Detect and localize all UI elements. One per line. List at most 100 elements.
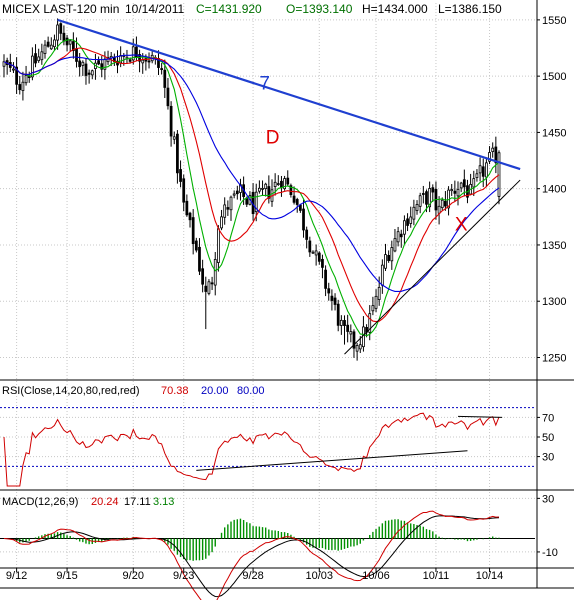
moving-average-line [3, 47, 500, 323]
candle-body [128, 59, 132, 62]
candle-body [182, 178, 186, 203]
annotation-label-d: D [266, 128, 280, 149]
candle-body [346, 324, 350, 332]
candle-body [324, 269, 327, 289]
date-tick-label: 9/12 [6, 570, 27, 582]
candle-body [292, 195, 296, 203]
candle-body [311, 251, 315, 254]
candle-body [314, 250, 318, 256]
candle-body [264, 183, 268, 189]
annotation-label-7: 7 [259, 74, 270, 95]
candle-body [349, 331, 353, 335]
date-tick-label: 9/20 [123, 570, 144, 582]
price-tick-label: 1500 [542, 71, 566, 83]
candle-body [453, 190, 457, 194]
candle-body [456, 188, 460, 197]
candle-body [355, 345, 359, 352]
candle-body [431, 187, 435, 193]
price-tick-label: 1350 [542, 240, 566, 252]
candle-body [421, 193, 425, 195]
candle-body [40, 51, 44, 61]
candle-body [179, 169, 182, 182]
candle-body [18, 84, 22, 91]
price-tick-label: 1550 [542, 15, 566, 27]
candle-body [497, 152, 501, 197]
price-tick-label: 1400 [542, 184, 566, 196]
price-tick-label: 1450 [542, 127, 566, 139]
macd-value: 20.24 [91, 496, 119, 508]
macd-tick-label: -10 [542, 547, 558, 559]
candle-body [286, 177, 290, 185]
price-panel: 7 D X [2, 18, 521, 361]
candle-body [317, 252, 321, 262]
candle-body [368, 313, 372, 333]
candle-body [273, 181, 277, 187]
macd-title: MACD(12,26,9) [2, 496, 78, 508]
candle-body [65, 37, 69, 46]
candle-body [380, 264, 384, 286]
candle-body [87, 72, 91, 75]
candle-body [81, 61, 85, 66]
annotation-label-x: X [455, 214, 468, 235]
candle-body [24, 74, 28, 84]
candle-body [267, 186, 271, 199]
candle-body [377, 286, 381, 300]
candle-body [462, 179, 466, 188]
candle-body [403, 220, 406, 235]
candle-body [387, 255, 391, 261]
rsi-trendline-low [196, 450, 468, 471]
rsi-trendline-high [458, 415, 503, 418]
date-tick-label: 10/14 [476, 570, 504, 582]
candle-body [472, 178, 476, 188]
rsi-tick-label: 50 [542, 432, 554, 444]
candle-body [97, 60, 100, 65]
candle-body [478, 165, 482, 174]
signal-value: 17.11 [124, 496, 151, 508]
candle-body [358, 344, 362, 350]
rsi-tick-label: 30 [542, 452, 554, 464]
candle-body [481, 166, 485, 177]
candle-body [321, 258, 324, 268]
candle-body [53, 39, 56, 48]
candle-body [56, 24, 59, 41]
candle-body [71, 41, 75, 52]
candle-body [289, 185, 293, 196]
candle-body [176, 133, 179, 174]
trendline-7 [57, 18, 521, 171]
date-tick-label: 9/15 [56, 570, 77, 582]
candle-body [327, 288, 331, 294]
rsi-line [3, 412, 500, 487]
candle-body [68, 40, 72, 45]
candle-body [204, 285, 208, 292]
candle-body [141, 59, 145, 64]
candle-body [308, 240, 312, 253]
histogram-value: 3.13 [153, 496, 174, 508]
candle-body [43, 44, 47, 54]
price-tick-label: 1300 [542, 296, 566, 308]
moving-average-line [3, 54, 500, 292]
candle-body [188, 212, 192, 221]
candle-body [235, 190, 239, 195]
candle-body [333, 297, 337, 305]
candle-body [374, 295, 378, 309]
header-open: O=1393.140 [286, 2, 353, 16]
macd-tick-label: 30 [542, 493, 554, 505]
candle-body [12, 68, 15, 71]
date-tick-label: 10/11 [423, 570, 450, 582]
candle-body [384, 254, 387, 269]
candle-body [2, 61, 6, 67]
candle-body [283, 178, 286, 190]
header-close: C=1431.920 [196, 2, 262, 16]
candle-body [396, 231, 400, 243]
date-tick-label: 10/03 [306, 570, 334, 582]
candle-body [226, 207, 230, 210]
rsi-band-low: 20.00 [201, 385, 229, 397]
header-high: H=1434.000 [362, 2, 428, 16]
candle-body [59, 23, 63, 34]
candle-body [302, 208, 305, 231]
rsi-band-high: 80.00 [237, 385, 265, 397]
candle-body [276, 183, 280, 186]
candle-body [444, 200, 447, 207]
candle-body [172, 136, 176, 140]
candle-body [223, 204, 227, 218]
